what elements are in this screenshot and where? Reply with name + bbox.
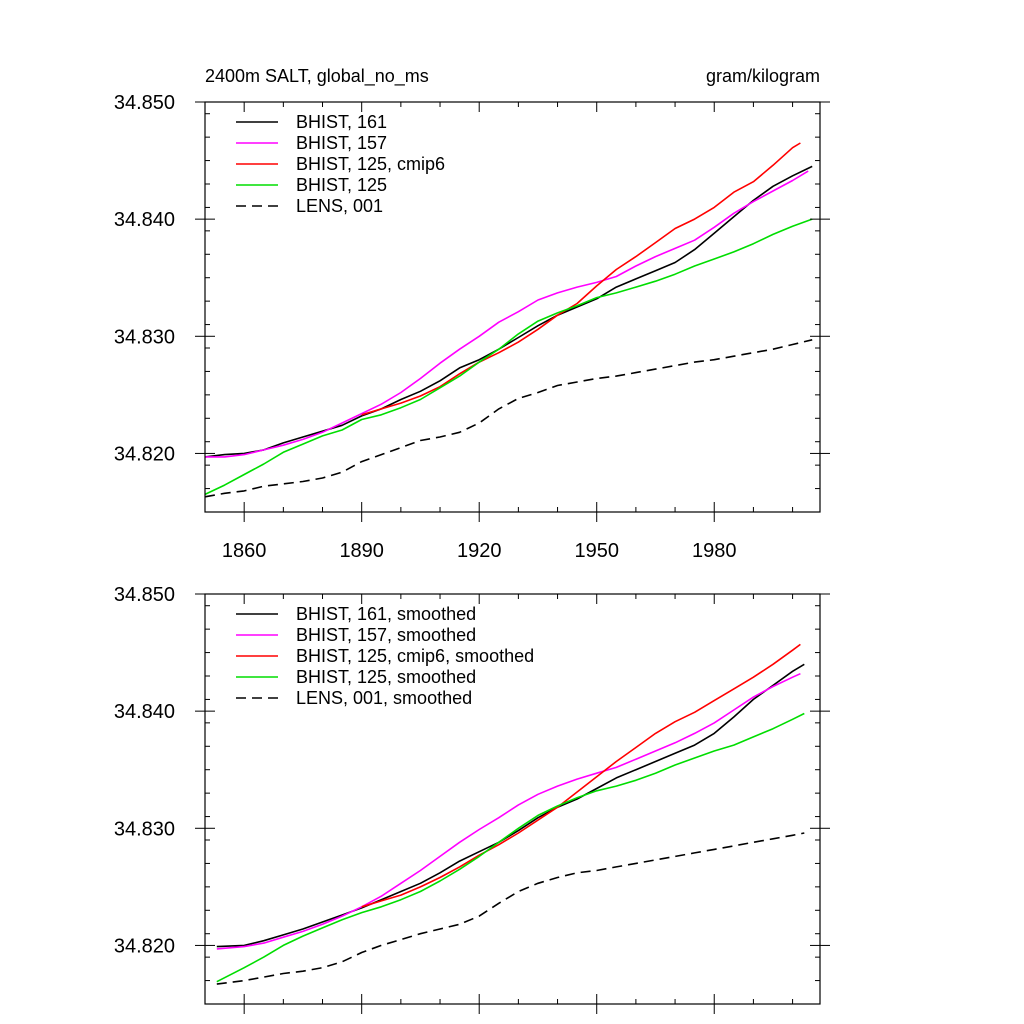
chart-title-left: 2400m SALT, global_no_ms	[205, 66, 429, 87]
x-tick-label-0-0: 1860	[222, 540, 267, 562]
legend-label-0-3: BHIST, 125	[296, 175, 387, 195]
series-line-0-4	[204, 339, 813, 498]
chart-title-right: gram/kilogram	[706, 66, 820, 86]
legend-label-0-2: BHIST, 125, cmip6	[296, 154, 445, 174]
upper-panel: 2400m SALT, global_no_ms gram/kilogram 1…	[114, 66, 830, 562]
legend-label-0-4: LENS, 001	[296, 196, 383, 216]
y-tick-label-1-1: 34.830	[114, 818, 175, 840]
y-tick-label-0-1: 34.830	[114, 326, 175, 348]
y-tick-label-1-2: 34.840	[114, 701, 175, 723]
plot-frame-1	[204, 593, 821, 1005]
series-line-0-1	[205, 170, 809, 458]
x-tick-label-0-3: 1950	[574, 540, 619, 562]
series-line-0-2	[361, 142, 801, 416]
series-line-0-3	[204, 218, 813, 496]
series-line-1-3	[216, 712, 805, 983]
series-line-1-2	[361, 643, 801, 908]
y-tick-label-0-0: 34.820	[114, 443, 175, 465]
y-tick-label-1-3: 34.850	[114, 584, 175, 606]
legend-label-0-1: BHIST, 157	[296, 133, 387, 153]
x-tick-label-0-4: 1980	[692, 540, 737, 562]
legend-label-1-0: BHIST, 161, smoothed	[296, 604, 476, 624]
x-tick-label-0-2: 1920	[457, 540, 502, 562]
legend-label-1-2: BHIST, 125, cmip6, smoothed	[296, 646, 534, 666]
legend-label-0-0: BHIST, 161	[296, 112, 387, 132]
plot-frame-0	[204, 101, 821, 513]
lower-panel: 34.820 34.830 34.840 34.850 BHIST, 161, smoo…	[114, 584, 830, 1014]
x-tick-label-0-1: 1890	[339, 540, 384, 562]
legend-label-1-4: LENS, 001, smoothed	[296, 688, 472, 708]
series-line-1-1	[216, 672, 801, 950]
series-line-1-0	[216, 663, 805, 948]
y-tick-label-1-0: 34.820	[114, 935, 175, 957]
y-tick-label-0-3: 34.850	[114, 92, 175, 114]
series-line-1-4	[216, 832, 805, 985]
y-tick-label-0-2: 34.840	[114, 209, 175, 231]
series-line-0-0	[204, 165, 813, 458]
legend-label-1-3: BHIST, 125, smoothed	[296, 667, 476, 687]
legend-label-1-1: BHIST, 157, smoothed	[296, 625, 476, 645]
